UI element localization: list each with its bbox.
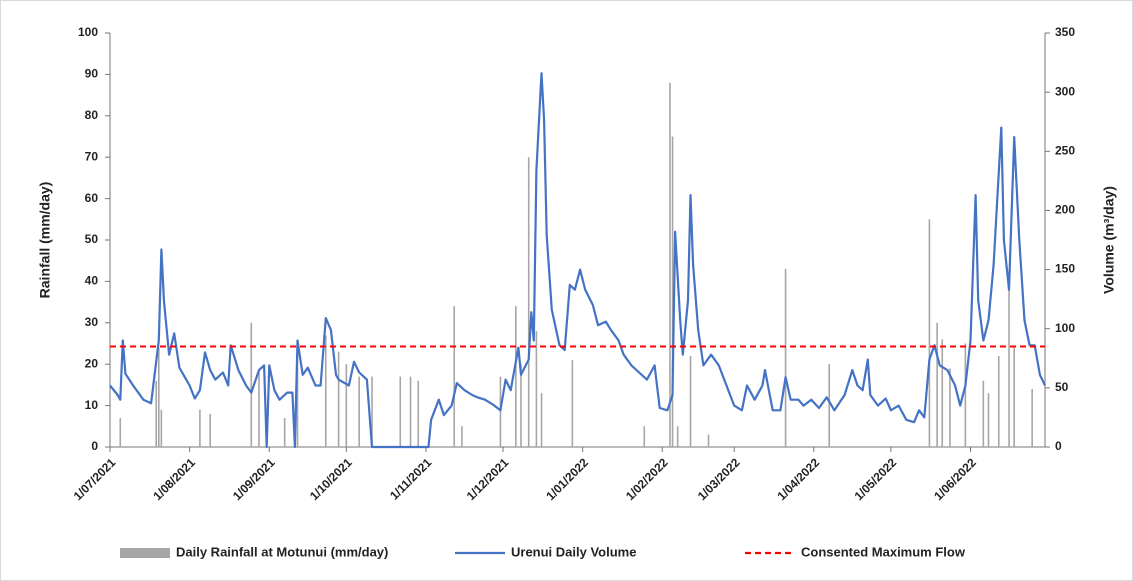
rainfall-bar <box>1013 347 1015 447</box>
rainfall-bar <box>119 418 122 447</box>
rainfall-bar <box>520 364 522 447</box>
rainfall-bar <box>409 376 412 447</box>
y2-tick-label: 200 <box>1055 203 1075 217</box>
rainfall-bar <box>936 322 938 447</box>
y-axis-label: Rainfall (mm/day) <box>37 182 53 299</box>
y-tick-label: 40 <box>85 274 99 288</box>
rainfall-bar <box>828 364 831 447</box>
rainfall-bar <box>964 343 967 447</box>
y2-tick-label: 150 <box>1055 262 1075 276</box>
y-tick-label: 60 <box>85 191 99 205</box>
y-tick-label: 30 <box>85 315 99 329</box>
y2-tick-label: 50 <box>1055 380 1069 394</box>
rainfall-bar <box>258 372 260 447</box>
rainfall-bar <box>676 426 679 447</box>
rainfall-bar <box>928 219 931 447</box>
y-tick-label: 50 <box>85 232 99 246</box>
volume-line <box>109 72 1046 449</box>
y2-tick-label: 100 <box>1055 321 1075 335</box>
rainfall-bar <box>643 426 646 447</box>
legend-label: Daily Rainfall at Motunui (mm/day) <box>176 544 388 559</box>
y-tick-label: 0 <box>91 439 98 453</box>
rainfall-bar <box>499 376 502 447</box>
rainfall-bar <box>671 136 674 447</box>
y2-tick-label: 250 <box>1055 143 1075 157</box>
rainfall-bar <box>283 418 286 447</box>
rainfall-bar <box>540 393 543 447</box>
rainfall-bar <box>337 351 340 447</box>
y-tick-label: 90 <box>85 67 99 81</box>
rainfall-bar <box>571 360 574 447</box>
rainfall-bar <box>399 376 402 447</box>
y-tick-label: 70 <box>85 149 99 163</box>
legend-label: Consented Maximum Flow <box>801 544 966 559</box>
rainfall-bar <box>515 306 517 447</box>
y2-axis-label: Volume (m³/day) <box>1101 186 1117 294</box>
rainfall-bar <box>358 376 360 447</box>
rainfall-bar <box>535 331 538 447</box>
rainfall-bar <box>160 409 163 447</box>
y-tick-label: 10 <box>85 398 99 412</box>
y-tick-label: 20 <box>85 356 99 370</box>
rainfall-bar <box>158 347 160 447</box>
legend-label: Urenui Daily Volume <box>511 544 636 559</box>
rainfall-bar <box>417 380 420 447</box>
rainfall-bar <box>669 82 671 448</box>
rainfall-bar <box>949 368 951 447</box>
y-tick-label: 100 <box>78 25 98 39</box>
rainfall-bar <box>371 376 373 447</box>
rainfall-bar <box>941 339 944 447</box>
legend-swatch <box>120 548 170 558</box>
rainfall-bar <box>1008 289 1010 447</box>
rainfall-bar <box>1031 389 1033 447</box>
rainfall-bar <box>707 434 710 447</box>
y-tick-label: 80 <box>85 108 99 122</box>
rainfall-bar <box>997 355 1000 447</box>
rainfall-bar <box>461 426 463 447</box>
rainfall-bar <box>209 413 211 447</box>
rainfall-bar <box>296 343 299 447</box>
rainfall-bar <box>527 157 530 447</box>
rainfall-bar <box>199 409 201 447</box>
y2-tick-label: 350 <box>1055 25 1075 39</box>
rainfall-bar <box>987 393 990 447</box>
rainfall-bar <box>453 306 456 447</box>
rainfall-bar <box>324 335 327 447</box>
rainfall-bar <box>155 380 158 447</box>
rainfall-bar <box>784 268 787 447</box>
rainfall-bar <box>982 380 985 447</box>
y2-tick-label: 0 <box>1055 439 1062 453</box>
rainfall-bar <box>250 322 253 447</box>
rainfall-bar <box>689 355 692 447</box>
rainfall-bar <box>345 364 348 447</box>
y2-tick-label: 300 <box>1055 84 1075 98</box>
